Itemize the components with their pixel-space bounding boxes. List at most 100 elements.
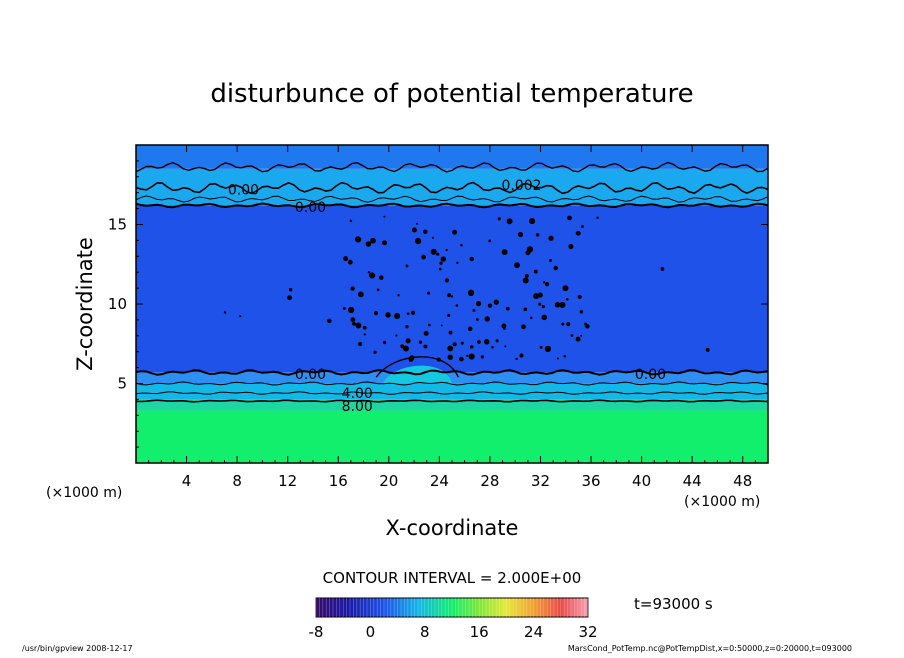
contour-label: 4.00 — [342, 386, 373, 402]
contour-blob — [430, 248, 437, 255]
contour-blob — [515, 357, 518, 361]
contour-blob — [579, 310, 584, 314]
contour-blob — [487, 303, 493, 308]
contour-blob — [423, 330, 429, 336]
contour-blob — [427, 323, 431, 327]
contour-blob — [541, 314, 548, 321]
contour-blob — [504, 345, 507, 348]
contour-blob — [525, 250, 531, 256]
contour-line-3 — [136, 368, 768, 376]
contour-blob — [472, 308, 476, 312]
contour-blob — [577, 294, 582, 300]
contour-line-7 — [136, 161, 768, 173]
x-tick-label: 40 — [632, 472, 651, 490]
x-tick-label: 32 — [531, 472, 550, 490]
contour-blob — [287, 295, 293, 301]
contour-line-4 — [136, 202, 768, 209]
contour-blob — [395, 334, 398, 337]
contour-blob — [239, 315, 242, 318]
colorbar-tick-label: 8 — [420, 623, 430, 641]
contour-blob — [533, 269, 538, 274]
footer-right: MarsCond_PotTemp.nc@PotTempDist,x=0:5000… — [568, 644, 852, 653]
contour-blob — [517, 231, 524, 238]
contour-line-0 — [136, 399, 768, 403]
contour-line-6 — [136, 181, 768, 195]
x-axis-label: X-coordinate — [386, 516, 519, 540]
x-tick-label: 8 — [232, 472, 242, 490]
colorbar-tick-label: 0 — [366, 623, 376, 641]
contour-blob — [431, 236, 435, 239]
contour-blob — [352, 321, 356, 326]
contour-blob — [382, 340, 387, 345]
contour-line-2 — [136, 381, 768, 386]
contour-blob — [469, 345, 474, 349]
colorbar — [315, 597, 589, 618]
contour-blob — [358, 341, 363, 347]
contour-blob — [566, 322, 571, 327]
y-axis-label: Z-coordinate — [73, 237, 97, 371]
contour-blob — [411, 227, 417, 233]
contour-blob — [350, 317, 356, 323]
contour-blob — [467, 326, 473, 332]
contour-blob — [495, 339, 499, 343]
colorbar-stripes — [315, 598, 589, 617]
contour-blob — [376, 288, 380, 292]
contour-blob — [415, 222, 419, 225]
contour-blob — [488, 239, 492, 243]
contour-blob — [355, 322, 362, 329]
x-unit-left: (×1000 m) — [46, 485, 122, 501]
contour-blob — [423, 344, 428, 349]
footer-left: /usr/bin/gpview 2008-12-17 — [22, 644, 133, 653]
contour-blob — [538, 302, 542, 306]
x-tick-label: 28 — [480, 472, 499, 490]
contour-blob — [467, 289, 475, 297]
contour-blob — [533, 293, 539, 300]
contour-blob — [596, 216, 599, 220]
contour-blob — [506, 218, 513, 225]
plot-area — [136, 145, 768, 463]
contour-blob — [562, 285, 569, 292]
x-tick-label: 16 — [329, 472, 348, 490]
contour-blob — [541, 304, 545, 309]
contour-blob — [544, 345, 552, 352]
contour-blob — [491, 345, 494, 349]
x-axis-ticks: 4 8 12 16 20 24 28 32 36 40 44 48 — [148, 145, 756, 490]
x-tick-label: 20 — [379, 472, 398, 490]
contour-blob — [570, 334, 574, 337]
field-band-6 — [136, 145, 768, 169]
contour-blob — [422, 229, 428, 234]
contour-blob — [403, 345, 409, 352]
contour-blob — [382, 240, 388, 246]
contour-blob — [438, 267, 442, 271]
contour-blob — [452, 229, 458, 235]
contour-blob — [405, 325, 409, 329]
contour-blob — [497, 217, 501, 221]
colorbar-tick-label: 32 — [578, 623, 597, 641]
contour-blob — [493, 299, 499, 305]
contour-blob — [383, 215, 386, 218]
contour-blob — [394, 312, 401, 319]
contour-blob — [405, 264, 409, 268]
contour-blob — [521, 324, 526, 330]
contour-blob — [501, 323, 507, 329]
contour-blob — [529, 218, 536, 225]
x-tick-label: 44 — [683, 472, 702, 490]
contour-blob — [554, 302, 561, 308]
contour-blob — [539, 345, 543, 349]
contour-blob — [342, 307, 346, 310]
contour-blob — [436, 252, 440, 256]
contour-label: 0.00 — [295, 367, 326, 383]
contour-blob — [575, 336, 581, 342]
contour-blob — [456, 261, 459, 265]
contour-line-5 — [136, 195, 768, 203]
contour-blob — [440, 256, 447, 262]
plume-contour — [375, 356, 459, 378]
contour-blob — [567, 215, 572, 221]
contour-blob — [223, 311, 227, 314]
contour-blob — [559, 301, 566, 309]
contour-line-1 — [136, 391, 768, 395]
field-band-1 — [136, 399, 768, 411]
contour-blob — [354, 236, 362, 243]
contour-label: 0.00 — [295, 200, 326, 216]
